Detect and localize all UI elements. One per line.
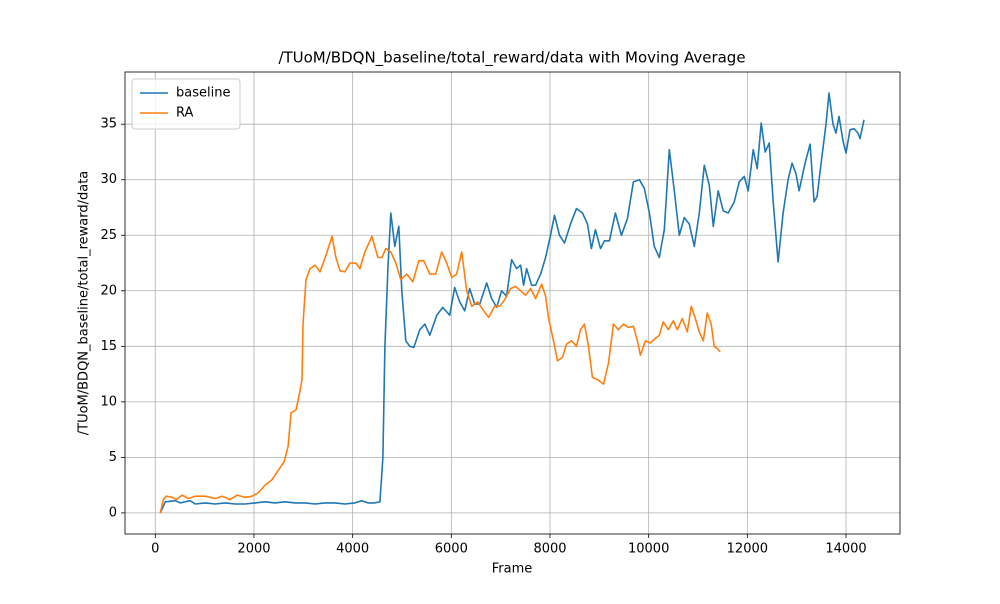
x-tick-label: 6000 bbox=[435, 542, 468, 557]
legend-label: baseline bbox=[176, 86, 230, 101]
y-tick-label: 5 bbox=[109, 450, 117, 465]
x-tick-label: 0 bbox=[151, 542, 159, 557]
x-tick-label: 2000 bbox=[237, 542, 270, 557]
y-tick-label: 15 bbox=[100, 339, 117, 354]
y-tick-label: 30 bbox=[100, 172, 117, 187]
y-axis-label: /TUoM/BDQN_baseline/total_reward/data bbox=[77, 171, 92, 436]
x-tick-label: 14000 bbox=[825, 542, 866, 557]
chart-title: /TUoM/BDQN_baseline/total_reward/data wi… bbox=[278, 49, 745, 68]
x-tick-label: 12000 bbox=[727, 542, 768, 557]
x-tick-label: 8000 bbox=[533, 542, 566, 557]
y-tick-label: 25 bbox=[100, 228, 117, 243]
x-tick-label: 10000 bbox=[628, 542, 669, 557]
x-tick-label: 4000 bbox=[336, 542, 369, 557]
x-axis-label: Frame bbox=[492, 562, 533, 577]
y-tick-label: 20 bbox=[100, 283, 117, 298]
legend: baseline RA bbox=[131, 78, 241, 130]
axes-frame bbox=[124, 71, 901, 535]
line-series bbox=[159, 92, 865, 514]
line-series bbox=[159, 235, 721, 514]
legend-box bbox=[131, 78, 241, 130]
y-tick-label: 35 bbox=[100, 117, 117, 132]
y-tick-label: 0 bbox=[109, 505, 117, 520]
legend-label: RA bbox=[176, 106, 194, 121]
y-tick-label: 10 bbox=[100, 394, 117, 409]
